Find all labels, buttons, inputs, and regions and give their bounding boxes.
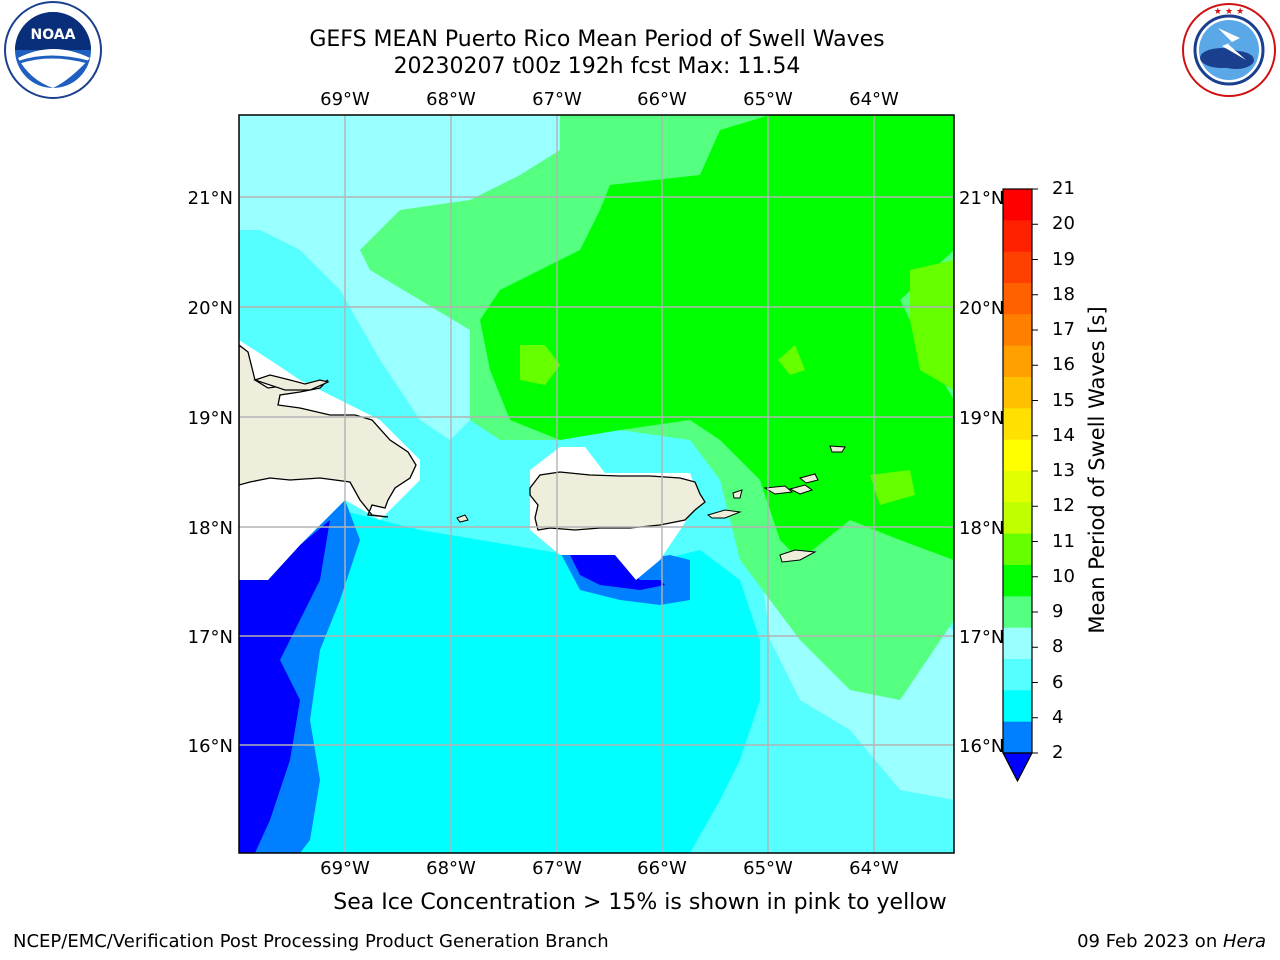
colorbar-segment: [1003, 533, 1032, 566]
noaa-logo: NOAA: [4, 1, 102, 99]
colorbar-segment: [1003, 251, 1032, 284]
lon-labels-bottom: 69°W 68°W 67°W 66°W 65°W 64°W: [320, 858, 899, 879]
map-field: [239, 115, 954, 853]
colorbar-segment: [1003, 471, 1032, 503]
lat-label-left: 16°N: [188, 736, 233, 757]
lon-label-top: 66°W: [637, 89, 687, 110]
lon-label-bottom: 68°W: [426, 858, 476, 879]
svg-text:★ ★ ★: ★ ★ ★: [1214, 7, 1244, 17]
colorbar-tick-label: 8: [1052, 636, 1064, 658]
lat-label-left: 20°N: [188, 298, 233, 319]
lon-label-bottom: 66°W: [637, 858, 687, 879]
colorbar-tick-label: 6: [1052, 671, 1064, 693]
colorbar-segment: [1003, 439, 1032, 472]
colorbar-tick-label: 10: [1052, 565, 1075, 587]
sea-ice-note: Sea Ice Concentration > 15% is shown in …: [333, 890, 947, 915]
lat-label-left: 17°N: [188, 627, 233, 648]
lat-label-right: 21°N: [959, 188, 1004, 209]
colorbar-label: Mean Period of Swell Waves [s]: [1085, 306, 1109, 634]
footer-credit: NCEP/EMC/Verification Post Processing Pr…: [13, 931, 609, 952]
colorbar-segment: [1003, 283, 1032, 315]
colorbar: [1002, 188, 1038, 783]
colorbar-tick-label: 13: [1052, 460, 1075, 481]
field-band-12-13-a: [520, 345, 560, 385]
colorbar-tick-label: 14: [1052, 424, 1075, 446]
chart-subtitle-run: 20230207 t00z 192h fcst Max: 11.54: [393, 54, 801, 79]
lat-label-left: 18°N: [188, 518, 233, 539]
colorbar-tick-label: 21: [1052, 178, 1075, 199]
colorbar-segment: [1003, 721, 1032, 754]
lon-label-top: 69°W: [320, 89, 370, 110]
lon-label-top: 65°W: [743, 89, 793, 110]
lat-label-right: 18°N: [959, 518, 1004, 539]
chart-title: GEFS MEAN Puerto Rico Mean Period of Swe…: [309, 27, 885, 52]
colorbar-tick-label: 4: [1052, 706, 1064, 728]
colorbar-segment: [1003, 377, 1032, 409]
colorbar-segment: [1003, 345, 1032, 378]
lat-label-right: 20°N: [959, 298, 1004, 319]
colorbar-tick-label: 18: [1052, 283, 1075, 305]
land-vieques: [706, 509, 742, 519]
colorbar-segment: [1003, 659, 1032, 691]
lon-label-top: 68°W: [426, 89, 476, 110]
colorbar-tick-label: 20: [1052, 213, 1075, 235]
footer-date: 09 Feb 2023 on Hera: [1077, 931, 1266, 952]
colorbar-tick-label: 9: [1052, 601, 1064, 622]
lon-label-top: 67°W: [532, 89, 582, 110]
land-virgin-islands: [763, 445, 846, 495]
lat-label-left: 21°N: [188, 188, 233, 209]
colorbar-tick-label: 15: [1052, 389, 1075, 411]
field-band-12-13-b: [910, 260, 954, 390]
footer-system: Hera: [1222, 931, 1266, 952]
lon-label-bottom: 69°W: [320, 858, 370, 879]
noaa-logo-text: NOAA: [31, 27, 76, 43]
lon-label-bottom: 67°W: [532, 858, 582, 879]
lat-label-right: 19°N: [959, 408, 1004, 429]
colorbar-tick-label: 16: [1052, 354, 1075, 376]
colorbar-segment: [1003, 627, 1032, 660]
land-culebra: [732, 489, 743, 499]
field-band-12-13-c: [870, 470, 915, 505]
colorbar-segment: [1003, 502, 1032, 535]
colorbar-segment: [1003, 220, 1032, 253]
colorbar-segment: [1003, 596, 1032, 629]
colorbar-extend-arrow: [1002, 752, 1033, 783]
field-band-2-4-pr: [570, 555, 665, 590]
lat-label-left: 19°N: [188, 408, 233, 429]
colorbar-segment: [1003, 189, 1032, 221]
land-hispaniola-cape: [253, 374, 330, 391]
lat-labels-left: 21°N 20°N 19°N 18°N 17°N 16°N: [188, 188, 233, 757]
land-mona: [456, 514, 469, 523]
footer-date-text: 09 Feb 2023 on: [1077, 931, 1223, 952]
lon-label-bottom: 64°W: [849, 858, 899, 879]
lat-label-right: 16°N: [959, 736, 1004, 757]
map-frame: [238, 114, 955, 854]
colorbar-tick-label: 12: [1052, 495, 1075, 517]
field-band-2-4: [239, 520, 330, 853]
lon-label-top: 64°W: [849, 89, 899, 110]
colorbar-segment: [1003, 690, 1032, 723]
colorbar-tick-label: 17: [1052, 319, 1075, 340]
colorbar-tick-label: 2: [1052, 742, 1064, 763]
colorbar-tick-label: 11: [1052, 530, 1075, 552]
land-st-croix: [779, 549, 817, 563]
lat-label-right: 17°N: [959, 627, 1004, 648]
lat-labels-right: 21°N 20°N 19°N 18°N 17°N 16°N: [959, 188, 1004, 757]
lon-label-bottom: 65°W: [743, 858, 793, 879]
lon-labels-top: 69°W 68°W 67°W 66°W 65°W 64°W: [320, 89, 899, 110]
colorbar-segment: [1003, 314, 1032, 347]
nws-logo: ★ ★ ★: [1182, 3, 1276, 97]
map-gridlines: [239, 115, 954, 853]
colorbar-segment: [1003, 408, 1032, 441]
field-band-12-13-d: [778, 345, 805, 375]
land-puerto-rico: [529, 471, 706, 531]
colorbar-tick-label: 19: [1052, 248, 1075, 270]
colorbar-segment: [1003, 565, 1032, 597]
